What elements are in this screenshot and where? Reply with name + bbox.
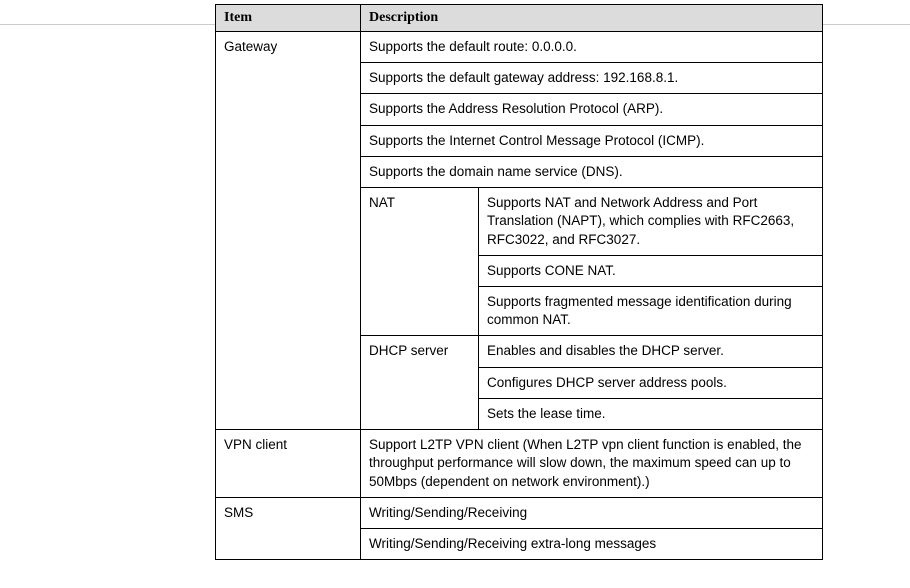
table-row: SMS Writing/Sending/Receiving — [216, 497, 823, 528]
cell-nat-napt: Supports NAT and Network Address and Por… — [479, 188, 823, 256]
table-row: VPN client Support L2TP VPN client (When… — [216, 430, 823, 498]
cell-item-sms: SMS — [216, 497, 361, 559]
cell-gateway-arp: Supports the Address Resolution Protocol… — [361, 94, 823, 125]
cell-nat-cone: Supports CONE NAT. — [479, 255, 823, 286]
cell-item-vpn: VPN client — [216, 430, 361, 498]
header-item: Item — [216, 5, 361, 32]
cell-vpn-desc: Support L2TP VPN client (When L2TP vpn c… — [361, 430, 823, 498]
cell-dhcp-pools: Configures DHCP server address pools. — [479, 367, 823, 398]
cell-dhcp-lease: Sets the lease time. — [479, 398, 823, 429]
cell-item-gateway: Gateway — [216, 32, 361, 430]
header-description: Description — [361, 5, 823, 32]
cell-gateway-default-gateway: Supports the default gateway address: 19… — [361, 63, 823, 94]
cell-nat-label: NAT — [361, 188, 479, 336]
cell-dhcp-label: DHCP server — [361, 336, 479, 430]
cell-nat-frag: Supports fragmented message identificati… — [479, 286, 823, 335]
cell-sms-basic: Writing/Sending/Receiving — [361, 497, 823, 528]
cell-dhcp-enable: Enables and disables the DHCP server. — [479, 336, 823, 367]
specification-table: Item Description Gateway Supports the de… — [215, 4, 823, 560]
table-row: Gateway Supports the default route: 0.0.… — [216, 32, 823, 63]
cell-gateway-icmp: Supports the Internet Control Message Pr… — [361, 125, 823, 156]
table-header-row: Item Description — [216, 5, 823, 32]
cell-gateway-dns: Supports the domain name service (DNS). — [361, 156, 823, 187]
cell-gateway-default-route: Supports the default route: 0.0.0.0. — [361, 32, 823, 63]
cell-sms-long: Writing/Sending/Receiving extra-long mes… — [361, 528, 823, 559]
